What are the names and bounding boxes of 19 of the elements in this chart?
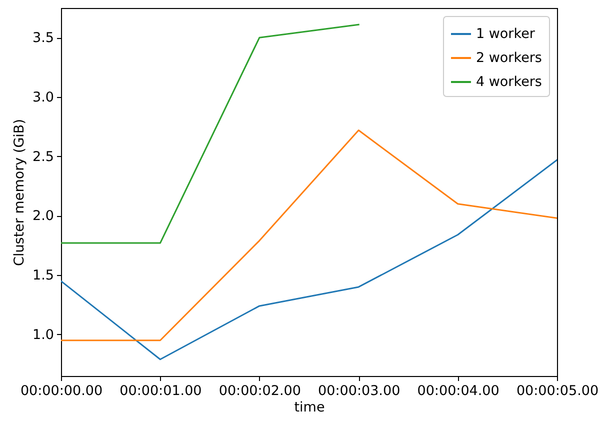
y-tick-label: 3.0	[32, 90, 54, 106]
legend-label: 4 workers	[476, 74, 542, 90]
line-series	[61, 130, 557, 342]
y-tick-label: 2.5	[32, 148, 54, 165]
x-axis-title: time	[294, 400, 325, 416]
x-tick-label: 00:00:05.00	[516, 383, 599, 399]
y-tick-label: 2.0	[32, 208, 54, 224]
y-tick-label: 1.5	[32, 268, 54, 284]
legend-label: 1 worker	[476, 26, 536, 42]
x-tick-label: 00:00:01.00	[120, 383, 202, 399]
y-tick-label: 3.5	[32, 30, 54, 46]
y-axis-title: Cluster memory (GiB)	[12, 119, 28, 266]
legend-label: 2 workers	[476, 50, 542, 66]
line-series	[61, 159, 557, 360]
x-tick-label: 00:00:00.00	[20, 383, 103, 399]
x-tick-label: 00:00:04.00	[417, 383, 500, 399]
y-tick-label: 1.0	[32, 326, 54, 343]
x-tick-label: 00:00:02.00	[218, 383, 301, 399]
x-tick-label: 00:00:03.00	[318, 383, 400, 399]
